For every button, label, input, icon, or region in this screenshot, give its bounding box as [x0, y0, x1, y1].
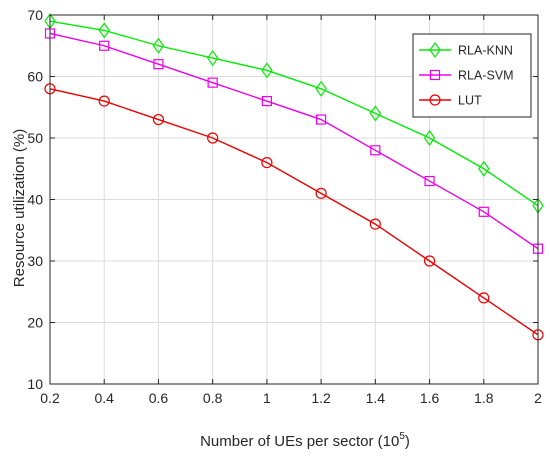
data-point-rla-knn — [478, 160, 490, 177]
y-axis-label: Resource utilization (%) — [11, 129, 28, 287]
x-tick-label: 1 — [263, 390, 271, 406]
ticks: 0.2 0.4 0.6 0.8 1 1.2 1.4 1.6 1.8 2 10 20 30 40 50 60 70 — [27, 7, 542, 406]
data-point-rla-knn — [261, 62, 273, 79]
legend-label: RLA-KNN — [458, 44, 513, 58]
series-rla-knn — [44, 13, 544, 214]
legend-marker — [429, 94, 441, 106]
data-point-rla-svm — [370, 145, 381, 156]
data-point-lut — [423, 255, 436, 267]
series-line-rla-svm — [49, 32, 539, 250]
data-point-lut — [369, 218, 381, 230]
series-layer — [44, 13, 544, 341]
y-tick-label: 40 — [27, 192, 43, 208]
x-tick-label: 1.6 — [420, 390, 440, 406]
legend: RLA-KNN RLA-SVM LUT — [412, 33, 532, 118]
data-point-lut — [478, 292, 490, 304]
data-point-rla-knn — [423, 129, 436, 147]
y-tick-label: 70 — [27, 7, 43, 23]
legend-entry-rla-knn: RLA-KNN — [419, 41, 513, 59]
data-point-rla-svm — [207, 77, 218, 88]
legend-entry-lut: LUT — [419, 94, 482, 108]
y-tick-label: 50 — [27, 130, 43, 146]
x-tick-label: 0.4 — [94, 390, 114, 406]
data-point-rla-knn — [98, 22, 110, 39]
data-point-rla-knn — [369, 105, 382, 122]
data-point-rla-svm — [424, 175, 435, 187]
series-line-rla-knn — [49, 20, 539, 207]
y-tick-label: 30 — [27, 253, 43, 269]
legend-marker — [429, 69, 441, 81]
data-point-lut — [98, 95, 110, 107]
data-point-rla-svm — [153, 59, 164, 70]
x-tick-label: 1.8 — [474, 390, 494, 406]
data-point-rla-knn — [206, 50, 219, 67]
series-lut — [44, 83, 544, 341]
data-point-rla-svm — [99, 40, 110, 51]
x-tick-label: 0.6 — [149, 390, 169, 406]
data-point-rla-svm — [261, 95, 272, 107]
legend-label: LUT — [458, 94, 482, 108]
data-point-rla-knn — [315, 80, 327, 97]
data-point-lut — [315, 187, 327, 199]
y-tick-label: 10 — [27, 376, 43, 392]
series-line-lut — [49, 88, 539, 336]
x-tick-label: 2 — [534, 390, 542, 406]
legend-entry-rla-svm: RLA-SVM — [419, 69, 514, 83]
x-axis-label: Number of UEs per sector (105) — [200, 431, 410, 450]
y-tick-label: 20 — [27, 315, 43, 331]
x-tick-label: 0.2 — [40, 390, 60, 406]
data-point-rla-knn — [152, 37, 165, 54]
data-point-lut — [152, 113, 165, 126]
data-point-lut — [207, 132, 219, 144]
legend-marker — [429, 41, 441, 59]
data-point-rla-svm — [316, 114, 327, 125]
data-point-lut — [261, 157, 273, 169]
y-tick-label: 60 — [27, 69, 43, 85]
x-tick-label: 1.2 — [311, 390, 331, 406]
legend-label: RLA-SVM — [458, 69, 514, 83]
x-tick-label: 1.4 — [366, 390, 386, 406]
data-point-rla-svm — [478, 206, 489, 217]
x-tick-label: 0.8 — [203, 390, 223, 406]
